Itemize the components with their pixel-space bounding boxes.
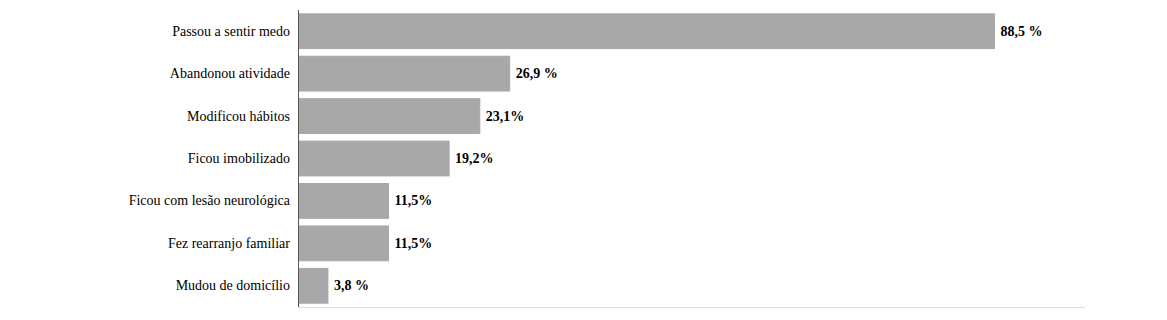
bars: [298, 14, 994, 303]
bar: [298, 268, 328, 303]
y-tick-label: Fez rearranjo familiar: [168, 236, 290, 251]
y-tick-labels: Mudou de domicílio Fez rearranjo familiar…: [129, 24, 291, 294]
data-labels: 3,8 % 11,5% 11,5% 19,2% 23,1% 26,9 % 88,5 %: [334, 24, 1043, 294]
data-label: 19,2%: [455, 151, 494, 166]
data-label: 3,8 %: [334, 278, 369, 293]
data-label: 11,5%: [395, 193, 433, 208]
y-tick-label: Modificou hábitos: [187, 109, 290, 124]
y-tick-label: Abandonou atividade: [170, 66, 290, 81]
data-label: 26,9 %: [516, 66, 558, 81]
bar: [298, 226, 389, 261]
y-tick-label: Ficou imobilizado: [188, 151, 290, 166]
bar: [298, 99, 480, 134]
x-axis-line: [298, 307, 1085, 308]
chart-svg: 3,8 % 11,5% 11,5% 19,2% 23,1% 26,9 % 88,5 % Mud…: [0, 0, 1167, 320]
y-tick-label: Mudou de domicílio: [176, 278, 290, 293]
bar: [298, 141, 449, 176]
y-tick-label: Ficou com lesão neurológica: [129, 193, 291, 208]
y-axis-line: [298, 10, 299, 307]
data-label: 23,1%: [486, 109, 525, 124]
y-tick-label: Passou a sentir medo: [172, 24, 290, 39]
bar: [298, 56, 510, 91]
chart-container: 3,8 % 11,5% 11,5% 19,2% 23,1% 26,9 % 88,5 % Mud…: [0, 0, 1167, 320]
bar: [298, 184, 389, 219]
data-label: 11,5%: [395, 236, 433, 251]
bar: [298, 14, 994, 49]
data-label: 88,5 %: [1000, 24, 1042, 39]
